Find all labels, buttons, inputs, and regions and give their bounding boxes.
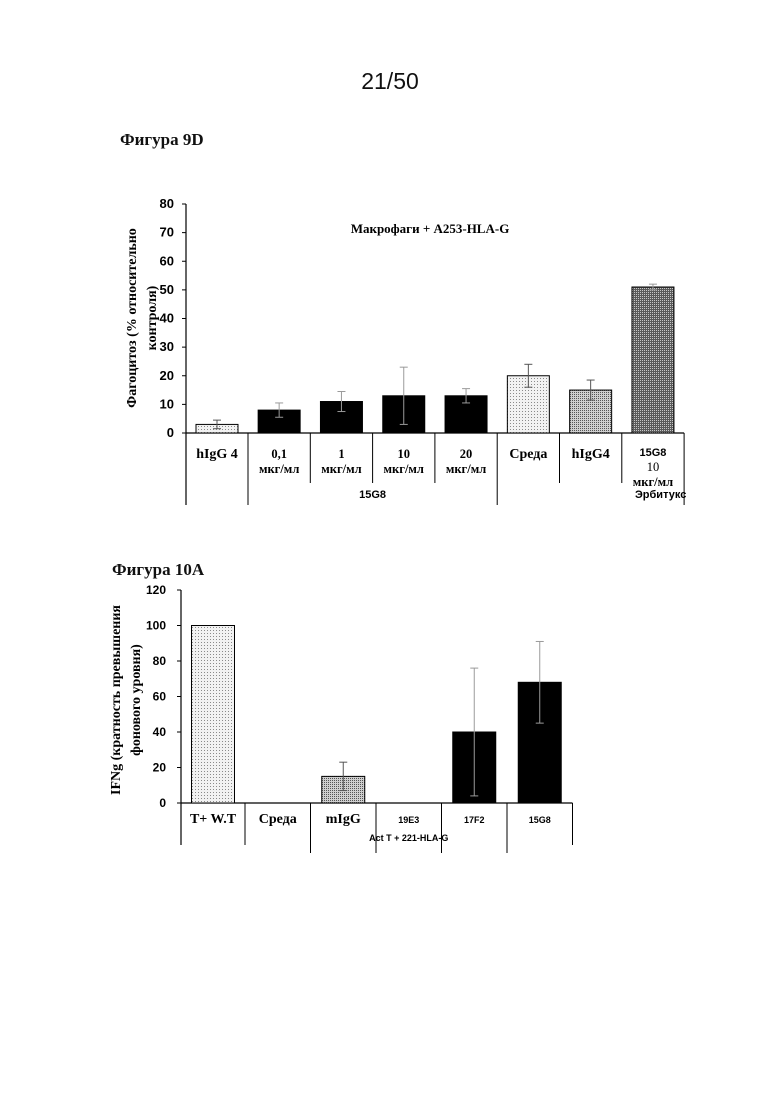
fig9d-group-label: Эрбитукс <box>635 489 686 501</box>
fig9d-category-label: 10 <box>398 447 411 461</box>
fig9d-y-tick-label: 50 <box>160 282 174 297</box>
fig9d-y-tick-label: 70 <box>160 225 174 240</box>
fig9d-category-label: мкг/мл <box>259 462 299 476</box>
fig10a-y-tick-label: 100 <box>146 619 166 633</box>
fig10a-category-label: mIgG <box>326 812 361 827</box>
fig9d-y-tick-label: 30 <box>160 339 174 354</box>
fig10a-y-tick-label: 60 <box>153 690 167 704</box>
fig10a-y-tick-label: 120 <box>146 583 166 597</box>
fig9d-chart-title: Макрофаги + A253-HLA-G <box>351 221 510 236</box>
fig9d-category-label: hIgG4 <box>572 447 610 462</box>
fig10a-y-axis-label: IFNg (кратность превышения <box>109 605 124 795</box>
fig10a-y-tick-label: 0 <box>159 796 166 810</box>
fig9d-y-tick-label: 80 <box>160 196 174 211</box>
fig9d-group-label: 15G8 <box>359 489 386 501</box>
fig9d-y-tick-label: 60 <box>160 253 174 268</box>
fig10a-bar <box>192 626 235 804</box>
fig9d-y-axis-label: контроля) <box>145 285 160 350</box>
fig10a-y-tick-label: 80 <box>153 654 167 668</box>
fig9d-y-tick-label: 20 <box>160 368 174 383</box>
fig9d-y-tick-label: 40 <box>160 311 174 326</box>
fig9d-category-label: hIgG 4 <box>196 447 238 462</box>
fig10a-y-axis-label: фонового уровня) <box>129 644 144 756</box>
fig9d-category-label: мкг/мл <box>321 462 361 476</box>
fig9d-category-label: Среда <box>509 447 547 462</box>
fig10a-group-label: Act T + 221-HLA-G <box>369 833 448 843</box>
fig9d-category-label: мкг/мл <box>633 475 673 489</box>
fig10a-category-label: 15G8 <box>529 815 551 825</box>
fig9d-category-label: 1 <box>338 447 344 461</box>
fig10a-category-label: 17F2 <box>464 815 485 825</box>
fig9d-y-tick-label: 10 <box>160 396 174 411</box>
fig10a-category-label: Среда <box>259 812 297 827</box>
fig9d-y-tick-label: 0 <box>167 425 174 440</box>
fig9d-category-label: мкг/мл <box>384 462 424 476</box>
fig9d-category-label: 20 <box>460 447 473 461</box>
fig9d-category-label: мкг/мл <box>446 462 486 476</box>
fig9d-category-label: 10 <box>647 460 660 474</box>
fig10a-category-label: T+ W.T <box>190 812 237 827</box>
fig9d-bar <box>632 287 674 433</box>
fig9d-category-label: 0,1 <box>271 447 287 461</box>
fig10a-y-tick-label: 20 <box>153 761 167 775</box>
fig10a-category-label: 19E3 <box>398 815 419 825</box>
fig9d-category-label: 15G8 <box>639 447 666 459</box>
fig10a-y-tick-label: 40 <box>153 725 167 739</box>
fig9d-y-axis-label: Фагоцитоз (% относительно <box>125 228 140 408</box>
